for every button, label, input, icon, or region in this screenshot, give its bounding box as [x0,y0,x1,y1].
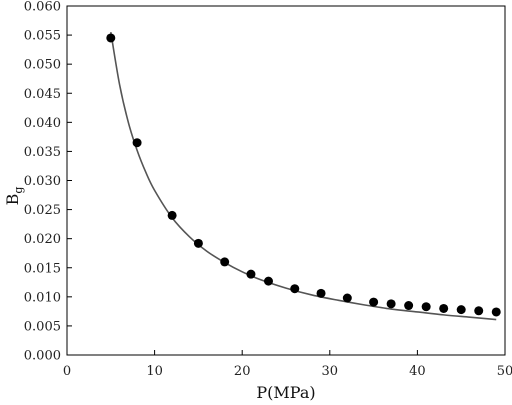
x-tick-label: 0 [63,364,71,379]
y-axis-ticks: 0.000 0.005 0.010 0.015 0.020 0.025 0.030 0.035… [24,0,72,364]
data-point [290,284,300,294]
y-axis-title: Bg [3,187,25,206]
data-points [106,33,501,317]
data-point [132,138,142,148]
y-tick-label: 0.050 [24,58,61,73]
y-tick-label: 0.040 [24,116,61,131]
y-tick-label: 0.055 [24,29,61,44]
x-tick-label: 40 [409,364,426,379]
fit-curve [110,32,497,321]
x-tick-label: 20 [234,364,251,379]
data-point [386,299,396,309]
y-tick-label: 0.045 [24,87,61,102]
data-point [193,238,203,248]
y-tick-label: 0.010 [24,290,61,305]
data-point [474,306,484,316]
data-point [263,276,273,286]
x-axis-ticks: 0 10 20 30 40 50 [63,350,512,379]
data-point [106,33,116,43]
y-axis-title-main: B [3,194,22,206]
y-tick-label: 0.020 [24,232,61,247]
data-point [456,305,466,315]
y-tick-label: 0.005 [24,319,61,334]
data-point [439,303,449,313]
data-point [246,269,256,279]
data-point [316,288,326,298]
y-axis-title-subscript: g [12,187,25,194]
y-tick-label: 0.030 [24,174,61,189]
data-point [342,293,352,303]
y-tick-label: 0.060 [24,0,61,15]
y-tick-label: 0.015 [24,261,61,276]
y-tick-label: 0.000 [24,349,61,364]
data-point [220,257,230,267]
data-point [491,307,501,317]
plot-frame [66,5,506,356]
data-point [369,297,379,307]
y-tick-label: 0.025 [24,203,61,218]
data-point [167,210,177,220]
x-tick-label: 30 [322,364,339,379]
x-tick-label: 50 [497,364,512,379]
x-tick-label: 10 [146,364,163,379]
data-point [404,301,414,311]
x-axis-title: P(MPa) [256,383,315,402]
y-tick-label: 0.035 [24,145,61,160]
data-point [421,302,431,312]
